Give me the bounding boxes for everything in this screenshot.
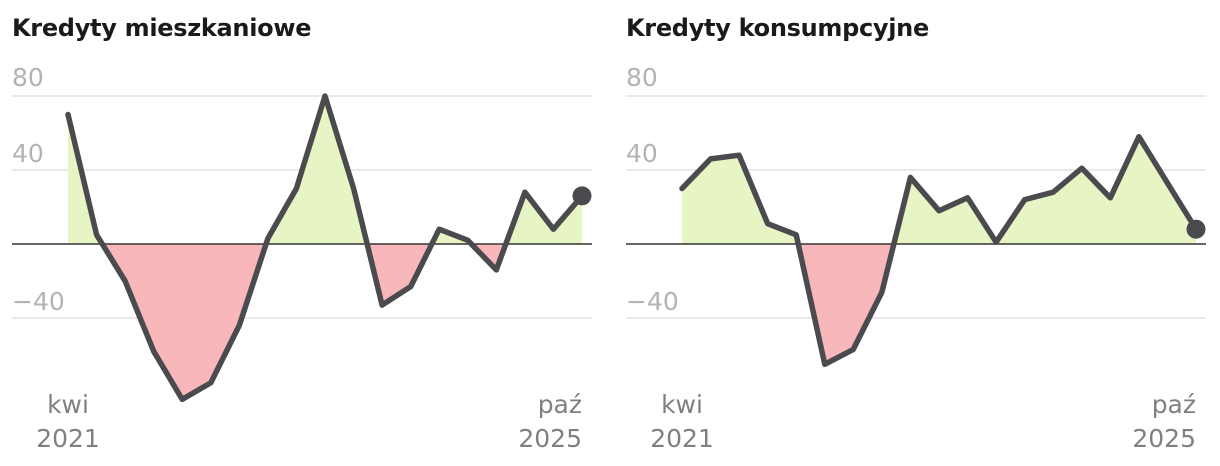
y-tick-label: 80 (12, 63, 44, 92)
series-line (679, 133, 1199, 368)
positive-area (68, 114, 103, 244)
x-tick-year: 2021 (650, 424, 714, 453)
x-tick-month: paź (538, 390, 582, 419)
chart-plot: 80 40 −40 kwi 2021 paź 2025 (12, 63, 592, 453)
negative-area (798, 244, 894, 365)
negative-area (102, 244, 267, 400)
last-data-point (1186, 219, 1206, 239)
y-tick-label: 40 (626, 139, 658, 168)
chart-panel-konsumpcyjne: Kredyty konsumpcyjne 80 40 −40 kwi 2021 … (614, 0, 1220, 466)
x-tick-year: 2025 (518, 424, 582, 453)
x-tick-month: kwi (661, 390, 703, 419)
x-tick-month: kwi (47, 390, 89, 419)
x-tick-year: 2025 (1132, 424, 1196, 453)
x-tick-year: 2021 (36, 424, 100, 453)
y-tick-label: 80 (626, 63, 658, 92)
negative-area (367, 244, 432, 306)
positive-area (682, 155, 799, 244)
last-data-point (572, 186, 592, 206)
y-tick-label: −40 (12, 287, 65, 316)
chart-title: Kredyty mieszkaniowe (12, 14, 312, 42)
y-tick-label: −40 (626, 287, 679, 316)
y-tick-label: 40 (12, 139, 44, 168)
positive-area (266, 96, 368, 244)
chart-panel-mieszkaniowe: Kredyty mieszkaniowe 80 40 −40 kwi 2021 … (12, 14, 592, 453)
positive-area (893, 136, 1196, 244)
series-line (65, 93, 585, 403)
chart-title: Kredyty konsumpcyjne (626, 14, 929, 42)
chart-plot: 80 40 −40 kwi 2021 paź 2025 (626, 63, 1206, 453)
x-tick-month: paź (1152, 390, 1196, 419)
